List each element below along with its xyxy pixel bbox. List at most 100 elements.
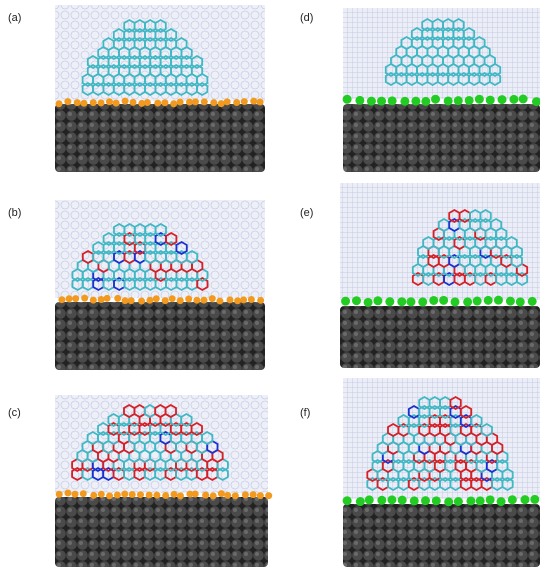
surface-atom: [192, 98, 199, 105]
panel-label: (b): [8, 207, 21, 219]
water-region: [55, 200, 265, 298]
surface-atom: [398, 496, 407, 505]
surface-atom: [233, 99, 240, 106]
surface-atom: [170, 491, 177, 498]
surface-atom: [224, 98, 231, 105]
surface-atom: [356, 497, 365, 506]
surface-atom: [138, 297, 145, 304]
surface-atom: [90, 297, 97, 304]
surface-atom: [121, 491, 128, 498]
surface-atom: [352, 296, 361, 305]
substrate: [343, 504, 540, 567]
panel-label: (a): [8, 12, 21, 24]
surface-atom: [494, 296, 503, 305]
surface-atom: [64, 490, 71, 497]
surface-atom: [377, 496, 386, 505]
surface-atom: [516, 297, 525, 306]
surface-atom: [201, 98, 208, 105]
surface-atom: [431, 95, 440, 104]
surface-atom: [72, 295, 79, 302]
surface-atom: [465, 96, 474, 105]
panel-label: (c): [8, 407, 21, 419]
surface-atom: [169, 295, 176, 302]
surface-atom: [146, 297, 153, 304]
surface-atom: [410, 496, 419, 505]
surface-atom: [56, 100, 63, 107]
panel: (a): [8, 5, 265, 172]
surface-atom: [454, 497, 463, 506]
surface-atom: [210, 492, 217, 499]
surface-atom: [114, 491, 121, 498]
surface-atom: [411, 97, 420, 106]
surface-atom: [72, 491, 79, 498]
surface-atom: [451, 297, 460, 306]
panel-label: (e): [300, 207, 313, 219]
substrate: [340, 306, 540, 368]
surface-atom: [232, 492, 239, 499]
surface-atom: [509, 95, 518, 104]
panel: (c): [8, 395, 272, 567]
surface-atom: [90, 492, 97, 499]
surface-atom: [418, 297, 427, 306]
surface-atom: [153, 492, 160, 499]
surface-atom: [106, 492, 113, 499]
surface-atom: [98, 296, 105, 303]
surface-atom: [519, 95, 528, 104]
surface-atom: [475, 95, 484, 104]
surface-atom: [486, 96, 495, 105]
surface-atom: [444, 497, 453, 506]
surface-atom: [177, 492, 184, 499]
surface-atom: [397, 297, 406, 306]
substrate: [55, 497, 268, 567]
surface-atom: [341, 297, 350, 306]
surface-atom: [226, 296, 233, 303]
surface-atom: [154, 100, 161, 107]
surface-atom: [122, 297, 129, 304]
surface-atom: [144, 99, 151, 106]
surface-atom: [520, 495, 529, 504]
panel: (d): [300, 8, 540, 172]
surface-atom: [355, 96, 364, 105]
surface-atom: [484, 296, 493, 305]
substrate: [55, 302, 265, 370]
surface-atom: [508, 495, 517, 504]
surface-atom: [343, 95, 352, 104]
surface-atom: [80, 100, 87, 107]
water-region: [340, 183, 540, 300]
surface-atom: [146, 491, 153, 498]
surface-atom: [250, 491, 257, 498]
surface-atom: [240, 296, 247, 303]
surface-atom: [257, 99, 264, 106]
surface-atom: [250, 98, 257, 105]
surface-atom: [388, 96, 397, 105]
surface-atom: [192, 491, 199, 498]
surface-atom: [106, 98, 113, 105]
surface-atom: [81, 295, 88, 302]
panels: (a) (b) (c) (d) (e) (f): [8, 5, 540, 567]
surface-atom: [377, 97, 386, 106]
surface-atom: [385, 297, 394, 306]
surface-atom: [473, 297, 482, 306]
surface-atom: [257, 492, 264, 499]
substrate: [55, 104, 265, 172]
surface-atom: [466, 496, 475, 505]
surface-atom: [161, 99, 168, 106]
surface-atom: [432, 496, 441, 505]
surface-atom: [98, 99, 105, 106]
surface-atom: [216, 297, 223, 304]
surface-atom: [201, 297, 208, 304]
surface-atom: [113, 100, 120, 107]
figure: (a) (b) (c) (d) (e) (f): [0, 0, 540, 569]
panel: (f): [300, 378, 540, 567]
surface-atom: [209, 295, 216, 302]
surface-atom: [498, 95, 507, 104]
surface-atom: [400, 97, 409, 106]
surface-atom: [104, 295, 111, 302]
panel-label: (f): [300, 407, 310, 419]
surface-atom: [129, 491, 136, 498]
surface-atom: [454, 96, 463, 105]
panel: (b): [8, 200, 265, 370]
surface-atom: [90, 99, 97, 106]
surface-atom: [506, 297, 515, 306]
surface-atom: [224, 492, 231, 499]
